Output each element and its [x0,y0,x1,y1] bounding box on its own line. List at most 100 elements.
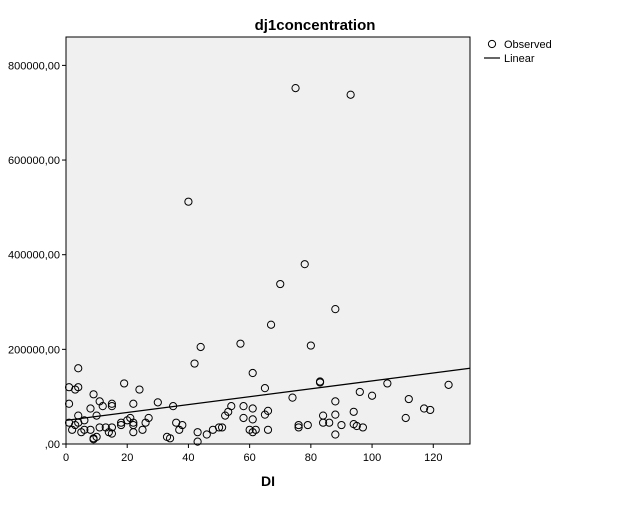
observed-point [331,305,340,314]
observed-point [214,423,224,432]
y-tick-label: 600000,00 [8,155,60,167]
observed-point [263,406,273,415]
observed-point [367,391,377,400]
observed-point [248,368,257,378]
linear-fit-line [65,367,471,421]
x-tick-label: 60 [244,452,256,464]
observed-point [196,342,205,352]
observed-point [227,402,236,411]
observed-point [107,429,117,438]
observed-point [294,420,303,430]
observed-point [352,421,361,431]
chart-title: dj1concentration [255,17,376,34]
y-tick-label: 200000,00 [8,344,60,356]
observed-point [86,404,95,413]
y-tick-label: 800000,00 [8,60,60,72]
x-tick-label: 40 [182,452,194,464]
observed-point [193,437,202,446]
observed-point [331,410,340,419]
observed-point [331,430,340,439]
legend: Observed Linear [484,39,552,65]
linear-fit [65,367,471,421]
observed-point [263,425,273,434]
observed-point [426,405,435,415]
y-axis: ,00 200000,00 400000,00 600000,00 800000,00 [8,60,66,451]
observed-point [236,339,245,348]
observed-point [138,425,147,434]
plot-area-background [65,36,471,445]
observed-point [248,404,257,413]
observed-point [153,398,162,407]
observed-point [404,394,413,404]
observed-point [120,379,129,388]
observed-point [291,84,300,93]
observed-point [315,378,325,387]
observed-point [129,420,138,430]
observed-point [239,402,248,411]
legend-observed-label: Observed [504,39,552,51]
x-tick-label: 100 [363,452,381,464]
observed-point [107,402,117,411]
observed-point [444,380,453,389]
observed-point [86,425,95,434]
observed-point [95,423,104,432]
observed-point [107,423,117,432]
observed-point [239,413,248,423]
observed-point [92,432,101,442]
observed-point [135,385,144,394]
y-tick-label: ,00 [45,439,60,451]
observed-point [401,413,410,423]
observed-point [260,384,270,393]
legend-linear-label: Linear [504,53,535,65]
x-tick-label: 120 [424,452,442,464]
observed-point [276,279,285,289]
observed-point [383,379,392,388]
observed-point [74,364,83,373]
x-axis-title: DI [261,473,275,489]
y-tick-label: 400000,00 [8,250,60,262]
observed-point [349,407,358,416]
observed-point [288,393,297,402]
observed-point [331,397,340,406]
observed-point [129,418,138,427]
observed-point [217,423,227,432]
observed-point [193,428,202,437]
observed-point [184,197,193,206]
observed-point [355,387,364,397]
observed-point [74,383,83,392]
observed-point [92,411,101,420]
observed-point [144,413,153,423]
observed-point [318,418,328,427]
observed-point [306,341,315,350]
observed-point [266,320,276,329]
observed-point [248,415,257,424]
observed-point [98,402,107,411]
observed-point [169,402,178,411]
observed-point [129,399,138,408]
observed-point [251,425,260,434]
observed-point [294,423,303,432]
observed-point [300,260,309,269]
x-tick-label: 20 [121,452,133,464]
observed-point [178,420,187,430]
observed-point [165,434,175,443]
x-tick-label: 80 [305,452,317,464]
observed-point [89,390,98,399]
observed-point [190,359,199,368]
observed-point [116,420,126,430]
x-tick-label: 0 [63,452,69,464]
x-axis: 0 20 40 60 80 100 120 [63,444,442,464]
observed-point [74,411,83,420]
observed-point [80,425,89,434]
observed-point [419,404,429,413]
observed-point [303,420,312,430]
observed-point [80,416,89,425]
observed-points [64,84,453,446]
observed-point [64,399,74,408]
legend-observed-marker [487,39,497,49]
observed-point [202,430,211,439]
observed-point [107,399,117,408]
observed-point [346,90,355,99]
